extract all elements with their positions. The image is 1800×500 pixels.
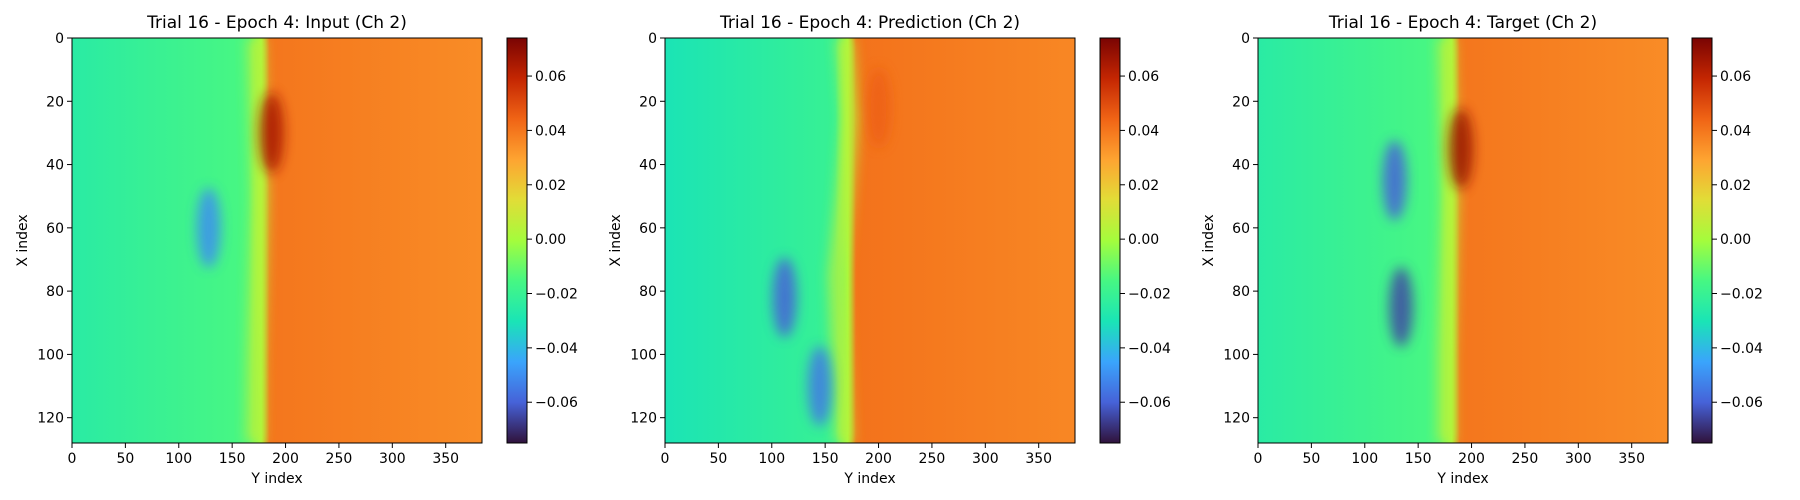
colorbar-tick-label: −0.04 bbox=[535, 341, 578, 357]
y-tick-label: 120 bbox=[1223, 411, 1250, 427]
x-tick-label: 250 bbox=[326, 451, 353, 467]
x-tick-label: 50 bbox=[709, 451, 727, 467]
y-tick-label: 120 bbox=[630, 411, 657, 427]
y-tick-label: 120 bbox=[37, 411, 64, 427]
y-tick-label: 40 bbox=[1232, 158, 1250, 174]
y-tick-label: 40 bbox=[46, 158, 64, 174]
colorbar: 0.06 0.04 0.02 0.00 −0.02 −0.04 −0.06 bbox=[1691, 37, 1763, 444]
x-tick-label: 200 bbox=[272, 451, 299, 467]
panel-title: Trial 16 - Epoch 4: Input (Ch 2) bbox=[146, 13, 407, 33]
x-tick-label: 150 bbox=[219, 451, 246, 467]
colorbar-tick-label: −0.06 bbox=[535, 395, 578, 411]
colorbar: 0.06 0.04 0.02 0.00 −0.02 −0.04 −0.06 bbox=[1099, 37, 1171, 444]
colorbar-tick-label: 0.02 bbox=[1720, 178, 1751, 194]
colorbar-tick-label: 0.02 bbox=[535, 178, 566, 194]
field-feature bbox=[866, 67, 891, 148]
field-feature bbox=[196, 187, 221, 268]
x-tick-label: 300 bbox=[972, 451, 999, 467]
y-axis-label: X index bbox=[608, 214, 624, 266]
axes-frame bbox=[664, 37, 1076, 444]
x-axis-label: Y index bbox=[843, 471, 895, 487]
y-tick-label: 40 bbox=[639, 158, 657, 174]
heatmap-panel-1: 0 50 100 150 200 250 300 350 0 20 40 60 80 100 120 Y in… bbox=[15, 13, 578, 487]
field-feature bbox=[259, 92, 284, 173]
front-band bbox=[828, 38, 860, 443]
y-tick-label: 20 bbox=[639, 94, 657, 110]
field-feature bbox=[807, 346, 832, 427]
x-tick-label: 150 bbox=[1405, 451, 1432, 467]
colorbar-tick-label: 0.00 bbox=[535, 232, 566, 248]
y-tick-label: 100 bbox=[1223, 347, 1250, 363]
x-tick-label: 0 bbox=[661, 451, 670, 467]
x-tick-label: 250 bbox=[919, 451, 946, 467]
heatmap-panel-3: 0 50 100 150 200 250 300 350 0 20 40 60 80 100 120 Y in… bbox=[1201, 13, 1763, 487]
y-tick-label: 0 bbox=[1241, 31, 1250, 47]
y-tick-label: 80 bbox=[639, 284, 657, 300]
y-tick-label: 60 bbox=[46, 221, 64, 237]
colorbar-scale bbox=[1099, 37, 1121, 444]
y-tick-label: 60 bbox=[1232, 221, 1250, 237]
y-tick-label: 0 bbox=[648, 31, 657, 47]
panel-title: Trial 16 - Epoch 4: Target (Ch 2) bbox=[1328, 13, 1597, 33]
colorbar-tick-label: −0.04 bbox=[1720, 341, 1763, 357]
field-feature bbox=[772, 257, 797, 338]
colorbar-tick-label: −0.04 bbox=[1128, 341, 1171, 357]
x-tick-label: 300 bbox=[1565, 451, 1592, 467]
panel-title: Trial 16 - Epoch 4: Prediction (Ch 2) bbox=[719, 13, 1020, 33]
colorbar-tick-label: −0.02 bbox=[1720, 287, 1763, 303]
y-tick-label: 0 bbox=[55, 31, 64, 47]
colorbar-scale bbox=[506, 37, 528, 444]
y-tick-label: 20 bbox=[46, 94, 64, 110]
y-axis-label: X index bbox=[15, 214, 31, 266]
x-tick-label: 50 bbox=[116, 451, 134, 467]
y-tick-label: 80 bbox=[46, 284, 64, 300]
x-tick-label: 350 bbox=[1618, 451, 1645, 467]
field-feature bbox=[1382, 140, 1407, 221]
x-tick-label: 200 bbox=[1458, 451, 1485, 467]
colorbar-tick-label: 0.04 bbox=[535, 123, 566, 139]
x-tick-label: 0 bbox=[68, 451, 77, 467]
heatmap-field bbox=[1258, 38, 1668, 443]
x-tick-label: 100 bbox=[1351, 451, 1378, 467]
colorbar-scale bbox=[1691, 37, 1713, 444]
y-tick-label: 20 bbox=[1232, 94, 1250, 110]
x-tick-label: 350 bbox=[432, 451, 459, 467]
axes-frame bbox=[71, 37, 483, 444]
x-axis-label: Y index bbox=[1436, 471, 1488, 487]
x-tick-label: 100 bbox=[165, 451, 192, 467]
y-tick-label: 60 bbox=[639, 221, 657, 237]
colorbar-tick-label: 0.04 bbox=[1128, 123, 1159, 139]
x-tick-label: 200 bbox=[865, 451, 892, 467]
x-tick-label: 150 bbox=[812, 451, 839, 467]
colorbar-tick-label: −0.02 bbox=[1128, 287, 1171, 303]
colorbar-tick-label: −0.02 bbox=[535, 287, 578, 303]
y-axis-label: X index bbox=[1201, 214, 1217, 266]
x-tick-label: 300 bbox=[379, 451, 406, 467]
x-tick-label: 350 bbox=[1025, 451, 1052, 467]
colorbar-tick-label: 0.00 bbox=[1720, 232, 1751, 248]
colorbar-tick-label: 0.04 bbox=[1720, 123, 1751, 139]
y-tick-label: 100 bbox=[37, 347, 64, 363]
colorbar-tick-label: 0.00 bbox=[1128, 232, 1159, 248]
heatmap-panel-2: 0 50 100 150 200 250 300 350 0 20 40 60 80 100 120 Y in… bbox=[608, 13, 1171, 487]
colorbar-tick-label: 0.06 bbox=[535, 69, 566, 85]
x-tick-label: 0 bbox=[1254, 451, 1263, 467]
colorbar-tick-label: 0.06 bbox=[1128, 69, 1159, 85]
x-axis-label: Y index bbox=[250, 471, 302, 487]
field-feature bbox=[1448, 108, 1473, 189]
colorbar: 0.06 0.04 0.02 0.00 −0.02 −0.04 −0.06 bbox=[506, 37, 578, 444]
colorbar-tick-label: 0.06 bbox=[1720, 69, 1751, 85]
axes-frame bbox=[1257, 37, 1669, 444]
x-tick-label: 50 bbox=[1302, 451, 1320, 467]
colorbar-tick-label: 0.02 bbox=[1128, 178, 1159, 194]
colorbar-tick-label: −0.06 bbox=[1128, 395, 1171, 411]
x-tick-label: 250 bbox=[1512, 451, 1539, 467]
colorbar-tick-label: −0.06 bbox=[1720, 395, 1763, 411]
x-tick-label: 100 bbox=[758, 451, 785, 467]
y-tick-label: 100 bbox=[630, 347, 657, 363]
y-tick-label: 80 bbox=[1232, 284, 1250, 300]
field-feature bbox=[1389, 266, 1414, 347]
